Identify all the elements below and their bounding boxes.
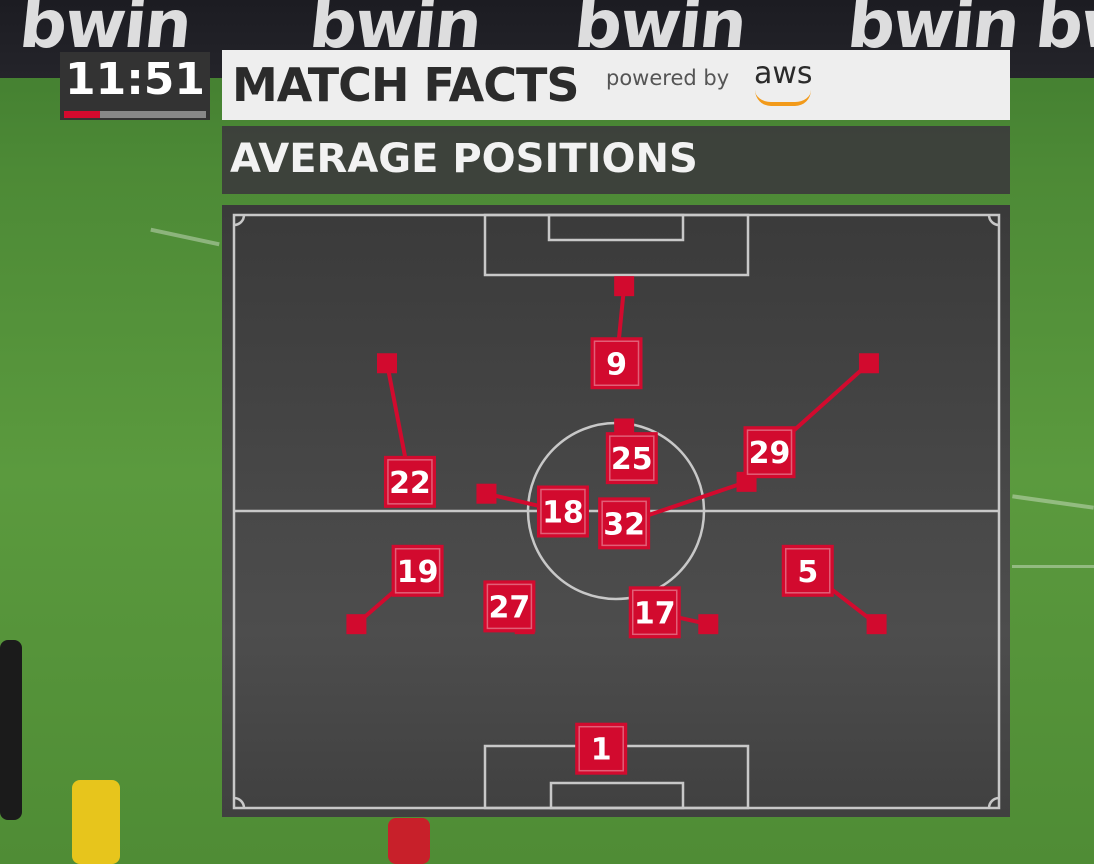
player-marker-frame (785, 548, 831, 594)
player-marker-frame (632, 589, 678, 636)
section-title-bar: AVERAGE POSITIONS (222, 126, 1010, 194)
player-marker-box (598, 497, 651, 550)
powered-by-label: powered by (606, 66, 730, 90)
match-clock-time: 11:51 (64, 54, 206, 105)
player-number-label: 29 (749, 436, 791, 471)
top-penalty-box (483, 213, 750, 277)
player-marker-box (483, 580, 536, 633)
match-facts-header: MATCH FACTS powered by aws (222, 50, 1010, 120)
top-goal-area (547, 213, 685, 242)
player-marker-frame (609, 435, 655, 481)
secondary-position-marker (614, 276, 635, 297)
bottom-goal-area (549, 781, 685, 810)
pitch-diagram: 9 25 29 22 18 32 19 5 27 17 1 (232, 213, 1001, 810)
grass-pitch-marking (1012, 494, 1094, 510)
player-number-label: 32 (603, 507, 645, 542)
secondary-position-marker (377, 353, 397, 374)
secondary-position-marker (346, 614, 367, 635)
player-marker-19[interactable]: 19 (391, 544, 444, 597)
player-silhouette (0, 640, 22, 820)
secondary-position-marker (698, 614, 719, 635)
player-marker-box (575, 722, 628, 775)
player-marker-29[interactable]: 29 (743, 426, 796, 479)
player-marker-box (781, 544, 834, 597)
player-marker-frame (394, 548, 441, 594)
player-marker-box (536, 485, 589, 538)
player-number-label: 27 (489, 590, 531, 625)
player-marker-frame (540, 488, 586, 535)
aws-logo: aws (754, 56, 813, 91)
player-marker-box (391, 544, 444, 597)
player-marker-9[interactable]: 9 (590, 337, 643, 390)
secondary-position-marker (866, 614, 887, 635)
player-marker-frame (387, 459, 433, 505)
section-title: AVERAGE POSITIONS (230, 136, 698, 182)
header-title: MATCH FACTS (232, 58, 579, 112)
player-marker-box (383, 455, 436, 508)
grass-pitch-marking (150, 227, 220, 247)
player-marker-22[interactable]: 22 (383, 455, 436, 508)
secondary-position-marker (858, 353, 879, 374)
red-kit-player (388, 818, 430, 864)
average-positions-pitch: 9 25 29 22 18 32 19 5 27 17 1 (222, 205, 1010, 817)
corner-arc (987, 214, 1000, 227)
player-marker-frame (601, 500, 647, 547)
match-clock: 11:51 (60, 52, 210, 120)
player-marker-box (590, 337, 643, 390)
corner-arc (233, 796, 246, 809)
player-number-label: 1 (591, 733, 612, 768)
player-marker-frame (746, 429, 793, 475)
player-number-label: 18 (542, 496, 584, 531)
yellow-kit-player (72, 780, 120, 864)
player-marker-frame (593, 340, 640, 386)
player-marker-box (628, 586, 681, 639)
player-number-label: 22 (389, 466, 431, 501)
player-marker-1[interactable]: 1 (575, 722, 628, 775)
half-progress-bar (64, 111, 206, 118)
player-marker-box (605, 432, 658, 485)
secondary-position-marker (476, 483, 497, 504)
player-marker-27[interactable]: 27 (483, 580, 536, 633)
player-marker-box (743, 426, 796, 479)
player-marker-frame (486, 583, 533, 630)
half-progress-fill (64, 111, 100, 118)
player-number-label: 5 (797, 555, 818, 590)
player-number-label: 17 (634, 596, 676, 631)
player-marker-25[interactable]: 25 (605, 432, 658, 485)
player-marker-18[interactable]: 18 (536, 485, 589, 538)
corner-arc (233, 214, 246, 227)
ad-board-text: bwin (1031, 0, 1094, 63)
player-number-label: 9 (606, 347, 627, 382)
player-marker-32[interactable]: 32 (598, 497, 651, 550)
corner-arc (987, 796, 1000, 809)
player-marker-5[interactable]: 5 (781, 544, 834, 597)
player-number-label: 25 (611, 442, 653, 477)
aws-smile-icon (755, 90, 811, 106)
player-marker-17[interactable]: 17 (628, 586, 681, 639)
player-number-label: 19 (397, 555, 439, 590)
player-marker-frame (578, 725, 624, 772)
player-markers: 9 25 29 22 18 32 19 5 27 17 1 (346, 276, 887, 775)
grass-pitch-marking (1012, 565, 1094, 568)
